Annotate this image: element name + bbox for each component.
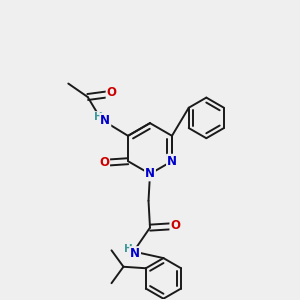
Text: N: N: [130, 247, 140, 260]
Text: O: O: [99, 156, 109, 169]
Text: H: H: [124, 244, 133, 254]
Text: N: N: [100, 114, 110, 127]
Text: N: N: [145, 167, 155, 180]
Text: O: O: [170, 219, 180, 232]
Text: N: N: [167, 155, 177, 168]
Text: O: O: [106, 86, 117, 99]
Text: H: H: [94, 112, 103, 122]
